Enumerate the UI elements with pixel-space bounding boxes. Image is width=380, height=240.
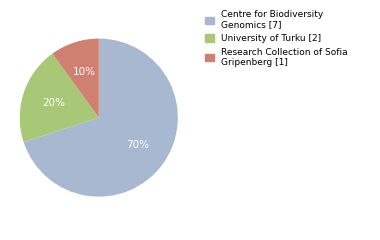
Text: 10%: 10% xyxy=(73,67,96,78)
Wedge shape xyxy=(24,39,178,197)
Text: 20%: 20% xyxy=(42,98,65,108)
Legend: Centre for Biodiversity
Genomics [7], University of Turku [2], Research Collecti: Centre for Biodiversity Genomics [7], Un… xyxy=(202,7,350,70)
Text: 70%: 70% xyxy=(126,140,149,150)
Wedge shape xyxy=(20,54,99,142)
Wedge shape xyxy=(52,39,99,118)
